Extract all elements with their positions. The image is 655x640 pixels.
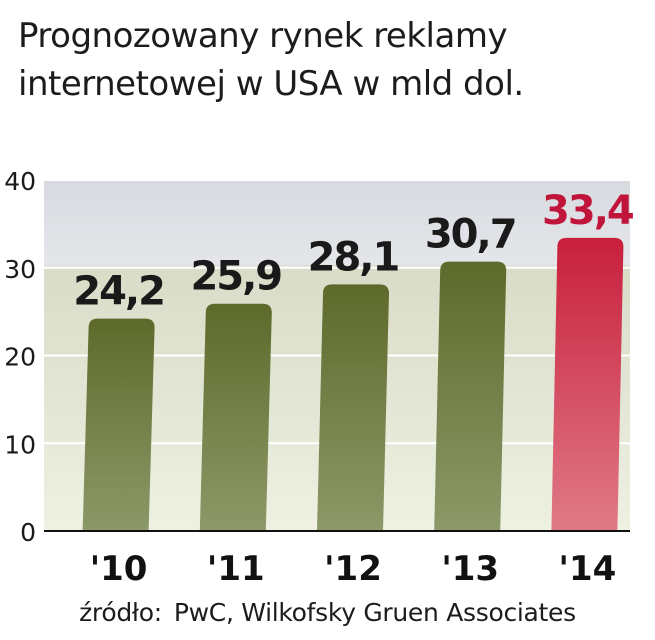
- x-tick-label-3: '13: [441, 549, 499, 589]
- chart-title: Prognozowany rynek reklamy internetowej …: [18, 12, 638, 108]
- value-label-3: 30,7: [425, 212, 516, 258]
- value-label-0: 24,2: [73, 269, 164, 315]
- y-tick-label-0: 0: [20, 518, 36, 547]
- x-tick-label-1: '11: [207, 549, 265, 589]
- y-tick-label-10: 10: [4, 430, 36, 459]
- value-label-2: 28,1: [308, 234, 399, 280]
- bar-12: [317, 284, 389, 531]
- bar-chart: 0 10 20 30 40 24,2 25,9 28,1 30,7 33,4 '10 '11 '12…: [4, 167, 635, 589]
- x-axis-labels: '10 '11 '12 '13 '14: [90, 549, 617, 589]
- bar-14: [551, 237, 624, 532]
- x-tick-label-0: '10: [90, 549, 148, 589]
- value-label-4: 33,4: [542, 188, 633, 234]
- source-label: źródło:: [79, 598, 162, 627]
- bars: [82, 237, 624, 532]
- source-text: PwC, Wilkofsky Gruen Associates: [173, 598, 576, 627]
- chart-title-line-2: internetowej w USA w mld dol.: [18, 64, 524, 104]
- y-axis-ticks: 0 10 20 30 40: [4, 167, 36, 547]
- y-tick-label-30: 30: [4, 255, 36, 284]
- y-tick-label-20: 20: [4, 343, 36, 372]
- x-tick-label-2: '12: [324, 549, 382, 589]
- x-tick-label-4: '14: [559, 549, 617, 589]
- bar-13: [434, 261, 507, 531]
- source-note: źródło: PwC, Wilkofsky Gruen Associates: [0, 598, 655, 627]
- y-tick-label-40: 40: [4, 167, 36, 196]
- bar-11: [199, 303, 272, 531]
- value-label-1: 25,9: [190, 254, 281, 300]
- value-labels: 24,2 25,9 28,1 30,7 33,4: [73, 188, 635, 315]
- bar-10: [82, 318, 155, 531]
- chart-title-line-1: Prognozowany rynek reklamy: [18, 16, 508, 56]
